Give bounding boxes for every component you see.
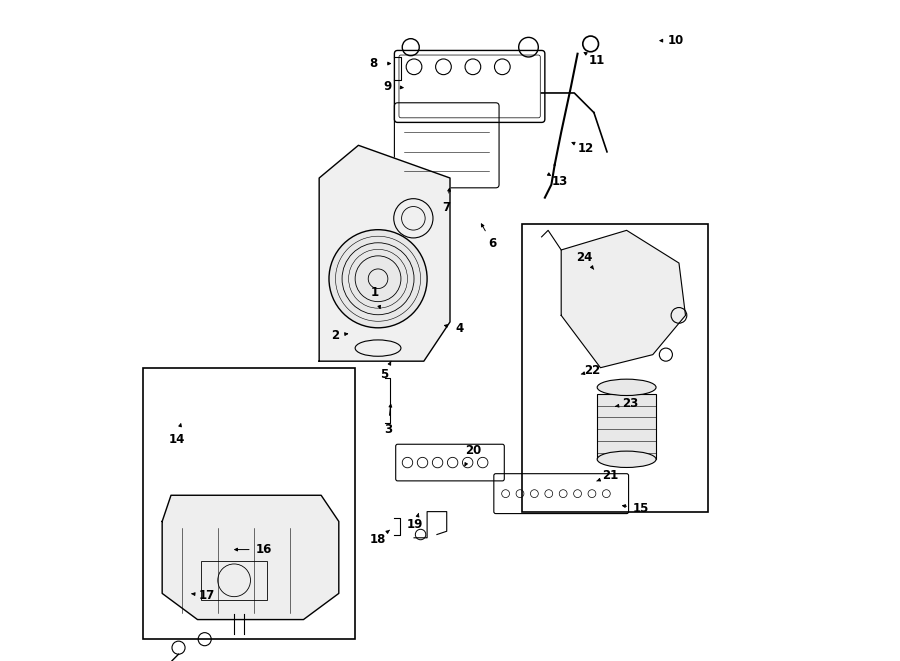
Polygon shape bbox=[162, 495, 338, 619]
Bar bbox=[202, 561, 266, 600]
Ellipse shape bbox=[598, 451, 656, 467]
Text: 10: 10 bbox=[668, 34, 684, 47]
Text: 8: 8 bbox=[369, 57, 378, 70]
Circle shape bbox=[329, 229, 428, 328]
Text: 17: 17 bbox=[199, 589, 215, 602]
Text: 15: 15 bbox=[633, 502, 649, 515]
Text: 13: 13 bbox=[552, 175, 568, 188]
Text: 21: 21 bbox=[602, 469, 618, 482]
Text: 11: 11 bbox=[590, 54, 606, 67]
Text: 3: 3 bbox=[383, 423, 392, 436]
Text: 7: 7 bbox=[443, 201, 451, 214]
Bar bbox=[522, 224, 708, 512]
Bar bbox=[142, 368, 356, 639]
Text: 22: 22 bbox=[584, 364, 600, 377]
Bar bbox=[598, 394, 656, 459]
Polygon shape bbox=[320, 145, 450, 361]
Ellipse shape bbox=[598, 379, 656, 395]
Text: 5: 5 bbox=[381, 368, 389, 381]
Text: 6: 6 bbox=[489, 237, 497, 250]
Text: 19: 19 bbox=[407, 518, 424, 531]
Text: 1: 1 bbox=[371, 286, 379, 299]
Text: 9: 9 bbox=[383, 80, 392, 93]
Text: 4: 4 bbox=[455, 322, 464, 335]
Text: 24: 24 bbox=[577, 251, 593, 264]
Polygon shape bbox=[562, 230, 686, 368]
Text: 12: 12 bbox=[578, 142, 594, 155]
Text: 23: 23 bbox=[622, 397, 638, 410]
Text: 18: 18 bbox=[370, 533, 386, 545]
Text: 14: 14 bbox=[168, 433, 184, 446]
Text: 2: 2 bbox=[331, 329, 339, 342]
Text: 16: 16 bbox=[256, 543, 272, 556]
Text: 20: 20 bbox=[464, 444, 481, 457]
